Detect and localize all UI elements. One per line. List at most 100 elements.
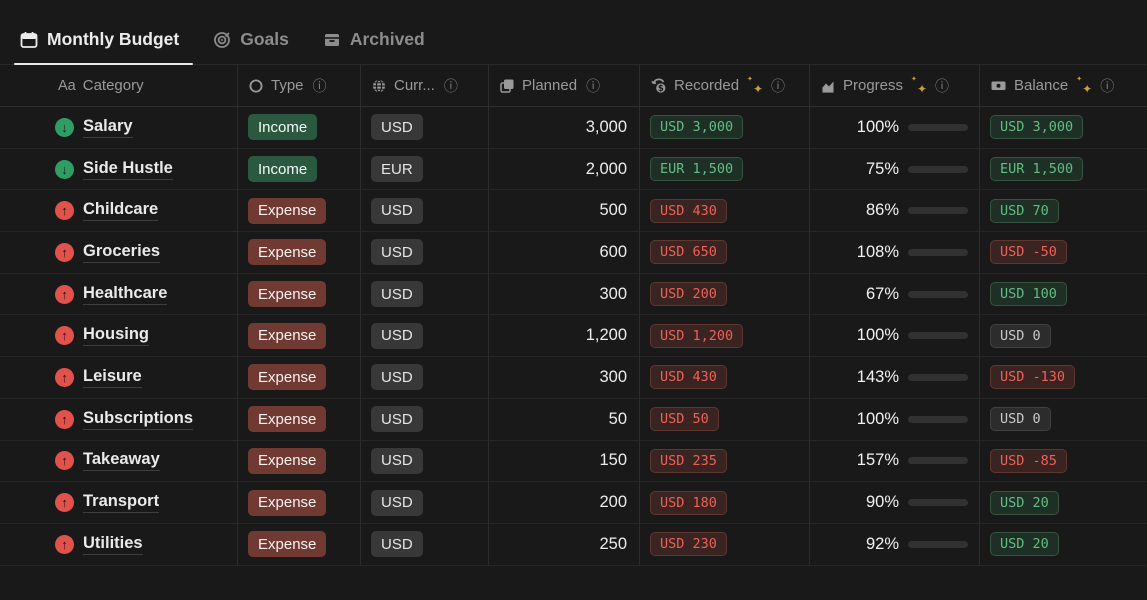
currency-cell[interactable]: USD — [361, 523, 489, 565]
type-cell[interactable]: Expense — [238, 190, 361, 232]
planned-cell[interactable]: 300 — [489, 357, 640, 398]
planned-cell[interactable]: 250 — [489, 523, 640, 565]
category-cell[interactable]: ↑ Transport — [0, 482, 238, 523]
currency-cell[interactable]: USD — [361, 357, 489, 398]
info-icon[interactable]: ⓘ — [771, 77, 786, 94]
recorded-cell[interactable]: USD 430 — [640, 357, 810, 398]
category-cell[interactable]: ↑ Utilities — [0, 523, 238, 565]
column-header-category[interactable]: Aa Category — [0, 65, 238, 106]
currency-cell[interactable]: USD — [361, 482, 489, 523]
recorded-cell[interactable]: USD 200 — [640, 273, 810, 315]
currency-cell[interactable]: USD — [361, 190, 489, 232]
category-cell[interactable]: ↓ Salary — [0, 107, 238, 148]
category-cell[interactable]: ↑ Takeaway — [0, 440, 238, 482]
recorded-cell[interactable]: USD 430 — [640, 190, 810, 232]
currency-cell[interactable]: USD — [361, 273, 489, 315]
column-header-recorded[interactable]: $ Recorded ✦ ✦ ⓘ — [640, 65, 810, 106]
currency-cell[interactable]: USD — [361, 315, 489, 357]
progress-cell[interactable]: 67% — [810, 273, 980, 315]
type-cell[interactable]: Expense — [238, 398, 361, 440]
type-cell[interactable]: Expense — [238, 357, 361, 398]
balance-cell[interactable]: USD -130 — [980, 357, 1147, 398]
recorded-cell[interactable]: USD 3,000 — [640, 107, 810, 148]
column-header-planned[interactable]: Planned ⓘ — [489, 65, 640, 106]
info-icon[interactable]: ⓘ — [935, 77, 950, 94]
column-header-progress[interactable]: Progress ✦ ✦ ⓘ — [810, 65, 980, 106]
info-icon[interactable]: ⓘ — [443, 77, 458, 94]
type-cell[interactable]: Expense — [238, 315, 361, 357]
currency-cell[interactable]: USD — [361, 440, 489, 482]
balance-cell[interactable]: USD -85 — [980, 441, 1147, 482]
progress-cell[interactable]: 157% — [810, 440, 980, 482]
column-header-balance[interactable]: Balance ✦ ✦ ⓘ — [980, 65, 1147, 106]
category-title: Childcare — [83, 200, 159, 222]
direction-icon: ↑ — [55, 451, 74, 471]
progress-cell[interactable]: 143% — [810, 357, 980, 398]
tab-monthly-budget[interactable]: Monthly Budget — [13, 29, 194, 65]
category-cell[interactable]: ↑ Subscriptions — [0, 398, 238, 440]
currency-cell[interactable]: USD — [361, 232, 489, 273]
progress-cell[interactable]: 75% — [810, 148, 980, 190]
column-header-currency[interactable]: Curr... ⓘ — [361, 65, 489, 106]
info-icon[interactable]: ⓘ — [586, 77, 601, 94]
tab-archived[interactable]: Archived — [321, 29, 427, 64]
progress-cell[interactable]: 108% — [810, 232, 980, 273]
recorded-cell[interactable]: USD 650 — [640, 232, 810, 273]
planned-cell[interactable]: 150 — [489, 440, 640, 482]
planned-cell[interactable]: 200 — [489, 482, 640, 523]
progress-cell[interactable]: 100% — [810, 315, 980, 357]
balance-cell[interactable]: USD 0 — [980, 399, 1147, 440]
recorded-cell[interactable]: USD 1,200 — [640, 315, 810, 357]
recorded-cell[interactable]: USD 180 — [640, 482, 810, 523]
recorded-cell[interactable]: EUR 1,500 — [640, 148, 810, 190]
category-cell[interactable]: ↑ Childcare — [0, 190, 238, 232]
balance-cell[interactable]: USD 20 — [980, 524, 1147, 565]
category-cell[interactable]: ↑ Leisure — [0, 357, 238, 398]
info-icon[interactable]: ⓘ — [312, 77, 327, 94]
category-cell[interactable]: ↑ Healthcare — [0, 273, 238, 315]
planned-cell[interactable]: 500 — [489, 190, 640, 232]
progress-cell[interactable]: 92% — [810, 523, 980, 565]
category-cell[interactable]: ↓ Side Hustle — [0, 148, 238, 190]
progress-cell[interactable]: 100% — [810, 398, 980, 440]
archive-box-icon — [323, 31, 341, 49]
balance-cell[interactable]: USD 100 — [980, 274, 1147, 315]
progress-cell[interactable]: 86% — [810, 190, 980, 232]
planned-cell[interactable]: 600 — [489, 232, 640, 273]
category-cell[interactable]: ↑ Housing — [0, 315, 238, 357]
type-cell[interactable]: Expense — [238, 440, 361, 482]
type-badge: Expense — [248, 239, 327, 266]
type-cell[interactable]: Income — [238, 107, 361, 148]
progress-percent: 75% — [865, 159, 899, 178]
planned-cell[interactable]: 2,000 — [489, 148, 640, 190]
tab-goals[interactable]: Goals — [211, 29, 291, 64]
currency-cell[interactable]: USD — [361, 398, 489, 440]
progress-cell[interactable]: 100% — [810, 107, 980, 148]
category-cell[interactable]: ↑ Groceries — [0, 232, 238, 273]
planned-cell[interactable]: 3,000 — [489, 107, 640, 148]
balance-cell[interactable]: USD 20 — [980, 482, 1147, 523]
type-cell[interactable]: Expense — [238, 482, 361, 523]
planned-cell[interactable]: 300 — [489, 273, 640, 315]
balance-badge: USD 70 — [990, 198, 1059, 223]
recorded-cell[interactable]: USD 50 — [640, 398, 810, 440]
type-cell[interactable]: Expense — [238, 273, 361, 315]
planned-cell[interactable]: 50 — [489, 398, 640, 440]
currency-cell[interactable]: EUR — [361, 148, 489, 190]
recorded-cell[interactable]: USD 230 — [640, 523, 810, 565]
balance-cell[interactable]: USD 3,000 — [980, 107, 1147, 148]
balance-cell[interactable]: EUR 1,500 — [980, 149, 1147, 190]
balance-cell[interactable]: USD 70 — [980, 190, 1147, 231]
currency-cell[interactable]: USD — [361, 107, 489, 148]
planned-value: 3,000 — [585, 117, 627, 136]
column-header-type[interactable]: Type ⓘ — [238, 65, 361, 106]
planned-cell[interactable]: 1,200 — [489, 315, 640, 357]
balance-cell[interactable]: USD 0 — [980, 315, 1147, 356]
progress-cell[interactable]: 90% — [810, 482, 980, 523]
type-cell[interactable]: Income — [238, 148, 361, 190]
recorded-cell[interactable]: USD 235 — [640, 440, 810, 482]
info-icon[interactable]: ⓘ — [1100, 77, 1115, 94]
balance-cell[interactable]: USD -50 — [980, 232, 1147, 273]
type-cell[interactable]: Expense — [238, 232, 361, 273]
type-cell[interactable]: Expense — [238, 523, 361, 565]
